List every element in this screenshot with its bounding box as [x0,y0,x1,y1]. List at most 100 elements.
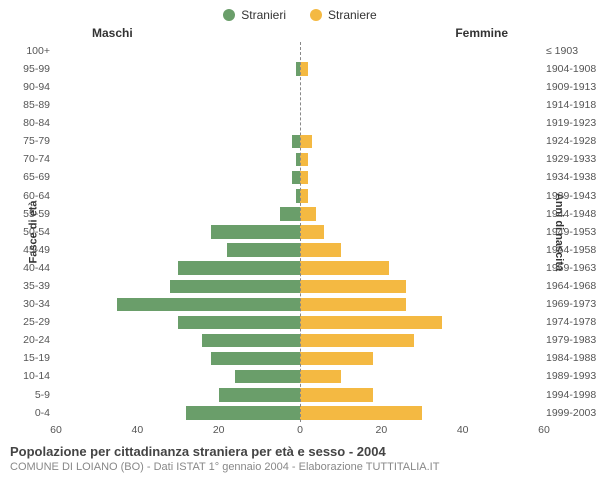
female-bar [300,261,389,275]
x-axis: 6040200204060 [56,422,544,438]
birth-label: 1919-1923 [546,118,600,129]
birth-label: 1914-1918 [546,100,600,111]
female-bar [300,388,373,402]
female-bar [300,298,406,312]
age-label: 80-84 [0,118,50,129]
age-label: 55-59 [0,209,50,220]
male-half [56,223,300,241]
swatch-male [223,9,235,21]
female-bar [300,370,341,384]
female-half [300,259,544,277]
female-bar [300,207,316,221]
header-femmine: Femmine [455,26,508,40]
x-tick: 40 [457,424,469,436]
female-bar [300,280,406,294]
female-bar [300,135,312,149]
birth-label: 1984-1988 [546,353,600,364]
age-label: 50-54 [0,227,50,238]
female-half [300,241,544,259]
footer: Popolazione per cittadinanza straniera p… [0,438,600,473]
x-tick: 60 [50,424,62,436]
male-bar [211,225,300,239]
female-bar [300,189,308,203]
legend-label-female: Straniere [328,8,377,22]
male-bar [280,207,300,221]
female-half [300,114,544,132]
female-bar [300,352,373,366]
male-half [56,259,300,277]
male-half [56,96,300,114]
birth-label: ≤ 1903 [546,46,600,57]
male-bar [235,370,300,384]
age-label: 95-99 [0,64,50,75]
chart-title: Popolazione per cittadinanza straniera p… [10,444,590,459]
female-half [300,169,544,187]
female-half [300,42,544,60]
age-label: 60-64 [0,191,50,202]
x-tick: 20 [213,424,225,436]
female-half [300,332,544,350]
age-label: 45-49 [0,245,50,256]
male-half [56,295,300,313]
male-half [56,313,300,331]
birth-label: 1959-1963 [546,263,600,274]
age-label: 10-14 [0,371,50,382]
birth-label: 1944-1948 [546,209,600,220]
female-bar [300,334,414,348]
age-label: 25-29 [0,317,50,328]
birth-label: 1999-2003 [546,408,600,419]
female-half [300,313,544,331]
female-half [300,368,544,386]
birth-label: 1929-1933 [546,154,600,165]
age-label: 35-39 [0,281,50,292]
age-label: 0-4 [0,408,50,419]
birth-label: 1939-1943 [546,191,600,202]
chart-subtitle: COMUNE DI LOIANO (BO) - Dati ISTAT 1° ge… [10,461,590,473]
legend-item-male: Stranieri [223,8,286,22]
female-half [300,60,544,78]
age-label: 30-34 [0,299,50,310]
birth-label: 1964-1968 [546,281,600,292]
birth-label: 1949-1953 [546,227,600,238]
male-half [56,114,300,132]
birth-label: 1904-1908 [546,64,600,75]
male-half [56,277,300,295]
age-label: 70-74 [0,154,50,165]
birth-label: 1979-1983 [546,335,600,346]
female-half [300,96,544,114]
male-half [56,42,300,60]
age-label: 40-44 [0,263,50,274]
age-label: 20-24 [0,335,50,346]
male-half [56,169,300,187]
header-maschi: Maschi [92,26,133,40]
male-half [56,60,300,78]
female-bar [300,153,308,167]
male-bar [292,171,300,185]
male-half [56,368,300,386]
male-bar [211,352,300,366]
female-half [300,205,544,223]
legend-item-female: Straniere [310,8,377,22]
gender-headers: Maschi Femmine [56,26,544,42]
male-half [56,350,300,368]
male-half [56,151,300,169]
birth-label: 1989-1993 [546,371,600,382]
female-bar [300,171,308,185]
female-half [300,350,544,368]
x-tick: 60 [538,424,550,436]
x-tick: 40 [131,424,143,436]
birth-label: 1969-1973 [546,299,600,310]
female-half [300,151,544,169]
male-half [56,132,300,150]
female-half [300,132,544,150]
female-half [300,277,544,295]
legend-label-male: Stranieri [241,8,286,22]
age-label: 15-19 [0,353,50,364]
male-half [56,241,300,259]
age-label: 65-69 [0,172,50,183]
male-half [56,205,300,223]
chart-area: Maschi Femmine Fasce di età Anni di nasc… [0,26,600,438]
male-half [56,404,300,422]
age-label: 100+ [0,46,50,57]
male-half [56,187,300,205]
